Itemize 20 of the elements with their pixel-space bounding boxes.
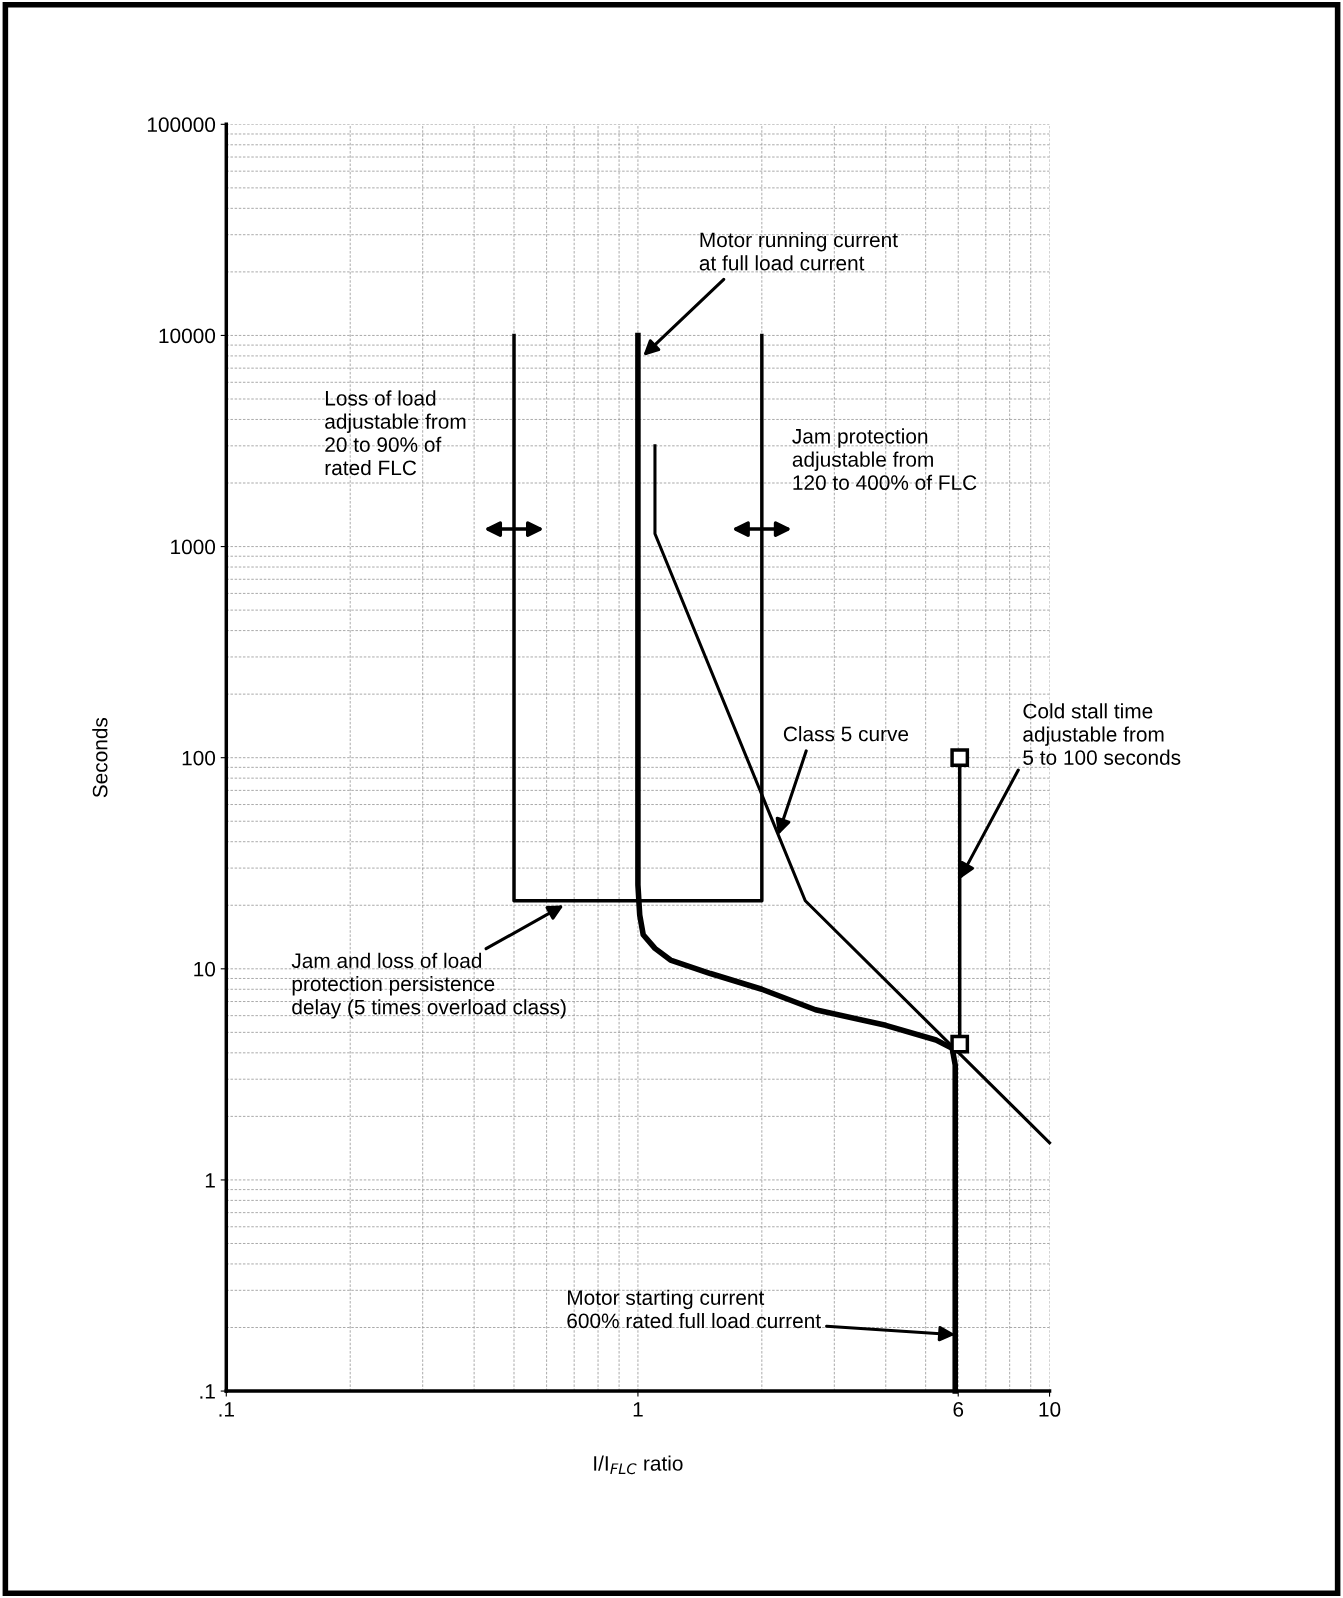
- annotation: Cold stall time adjustable from 5 to 100 seconds: [1023, 703, 1181, 765]
- y-tick-label: 10: [194, 961, 216, 977]
- x-tick-label: .1: [219, 1402, 234, 1417]
- annotation: Motor running current at full load current: [699, 232, 898, 271]
- y-tick-label: 10000: [159, 328, 216, 344]
- y-axis-title: Seconds: [92, 717, 108, 798]
- y-tick-label: 1000: [171, 539, 216, 555]
- y-tick-label: 100: [182, 750, 216, 766]
- annotation: Class 5 curve: [783, 726, 909, 742]
- annotation: Jam protection adjustable from 120 to 400% of FLC: [792, 428, 977, 491]
- x-tick-label: 6: [953, 1402, 964, 1417]
- annotation: Jam and loss of load protection persistence delay (5 times overload class): [291, 952, 566, 1019]
- y-tick-label: .1: [200, 1384, 215, 1399]
- x-axis-title: I/I$_{FLC}$ ratio: [594, 1455, 683, 1475]
- annotation: Motor starting current 600% rated full load current: [567, 1289, 821, 1329]
- x-tick-label: 10: [1039, 1402, 1061, 1417]
- y-tick-label: 1: [205, 1173, 215, 1188]
- annotation: Loss of load adjustable from 20 to 90% of rated FLC: [325, 390, 466, 476]
- x-tick-label: 1: [633, 1402, 643, 1417]
- y-tick-label: 100000: [147, 117, 216, 133]
